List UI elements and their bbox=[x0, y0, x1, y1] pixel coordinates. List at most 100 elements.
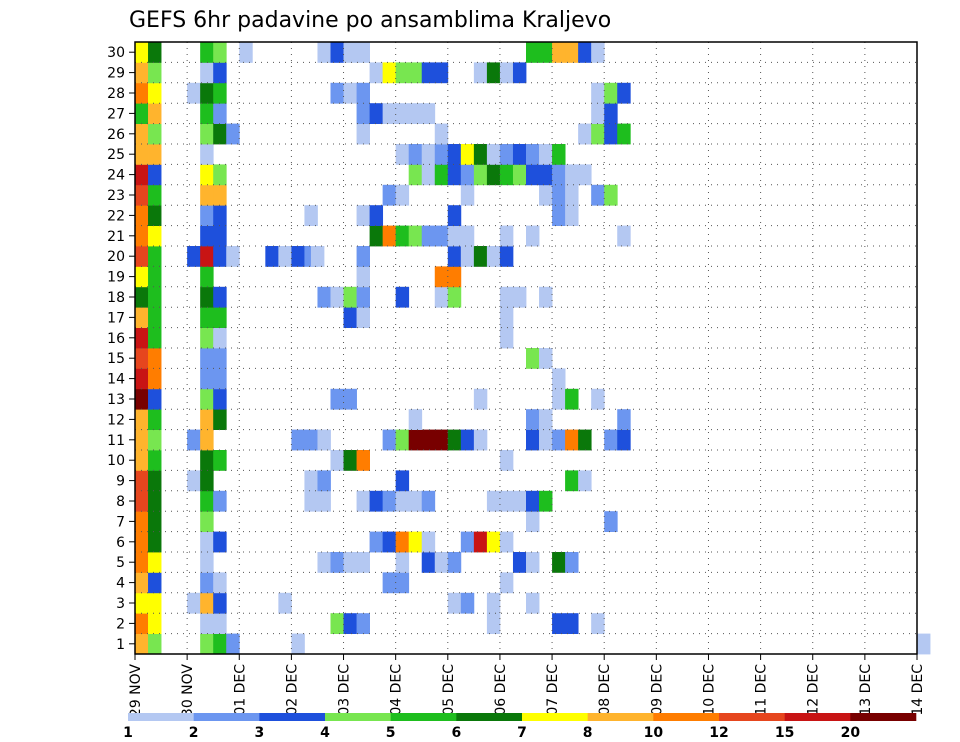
precip-cell bbox=[213, 450, 227, 471]
precip-cell bbox=[356, 490, 370, 512]
precip-cell bbox=[135, 633, 149, 655]
y-tick-label: 15 bbox=[107, 351, 125, 367]
precip-cell bbox=[148, 388, 162, 410]
precip-cell bbox=[135, 592, 149, 614]
precip-cell bbox=[213, 205, 227, 226]
precip-cell bbox=[447, 286, 462, 308]
precip-cell bbox=[526, 144, 540, 165]
precip-cell bbox=[356, 103, 370, 124]
y-tick-label: 29 bbox=[107, 66, 125, 82]
precip-cell bbox=[317, 470, 331, 492]
legend-swatch bbox=[719, 713, 785, 721]
precip-cell bbox=[421, 164, 436, 186]
precip-cell bbox=[213, 531, 227, 553]
precip-cell bbox=[539, 429, 553, 451]
precip-cell bbox=[226, 633, 240, 655]
legend-label: 10 bbox=[644, 725, 664, 741]
precip-cell bbox=[330, 42, 344, 63]
precip-cell bbox=[148, 552, 162, 573]
precip-cell bbox=[135, 225, 149, 247]
precip-cell bbox=[408, 164, 423, 186]
precip-cell bbox=[460, 144, 475, 165]
precip-cell bbox=[135, 246, 149, 267]
precip-cell bbox=[200, 450, 214, 471]
precip-cell bbox=[395, 429, 410, 451]
precip-cell bbox=[356, 246, 370, 267]
precip-cell bbox=[356, 552, 370, 573]
precip-cell bbox=[356, 307, 370, 328]
precip-cell bbox=[499, 286, 514, 308]
precip-cell bbox=[356, 266, 370, 288]
precip-cell bbox=[213, 613, 227, 634]
precip-cell bbox=[473, 388, 488, 410]
y-tick-label: 24 bbox=[107, 168, 125, 184]
precip-cell bbox=[200, 633, 214, 655]
legend-swatch bbox=[784, 713, 851, 721]
precip-cell bbox=[213, 592, 227, 614]
precip-cell bbox=[447, 429, 462, 451]
precip-cell bbox=[200, 409, 214, 430]
y-tick-label: 25 bbox=[107, 147, 125, 163]
precip-cell bbox=[591, 82, 605, 104]
precip-cell bbox=[213, 490, 227, 512]
legend-label: 3 bbox=[254, 725, 264, 741]
precip-cell bbox=[434, 429, 449, 451]
precip-cell bbox=[460, 592, 475, 614]
precip-cell bbox=[330, 450, 344, 471]
precip-cell bbox=[512, 490, 527, 512]
precip-cell bbox=[135, 511, 149, 532]
precip-cell bbox=[512, 286, 527, 308]
precip-cell bbox=[382, 490, 397, 512]
legend-label: 1 bbox=[123, 725, 133, 741]
precip-cell bbox=[565, 429, 579, 451]
precip-cell bbox=[552, 164, 566, 186]
precip-cell bbox=[447, 144, 462, 165]
legend-label: 15 bbox=[775, 725, 794, 741]
precip-cell bbox=[278, 246, 292, 267]
precip-cell bbox=[539, 184, 553, 206]
precip-cell bbox=[460, 184, 475, 206]
precip-cell bbox=[473, 429, 488, 451]
precip-cell bbox=[369, 62, 384, 84]
precip-cell bbox=[408, 62, 423, 84]
precip-cell bbox=[499, 572, 514, 594]
precip-cell bbox=[408, 144, 423, 165]
precip-cell bbox=[135, 388, 149, 410]
precip-cell bbox=[526, 348, 540, 369]
precip-cell bbox=[317, 490, 331, 512]
precip-cell bbox=[148, 205, 162, 226]
precip-cell bbox=[148, 42, 162, 63]
precip-cell bbox=[135, 82, 149, 104]
x-tick-label: 03 DEC bbox=[337, 664, 353, 716]
precip-cell bbox=[539, 490, 553, 512]
precip-cell bbox=[200, 531, 214, 553]
precip-cell bbox=[213, 368, 227, 390]
precip-cell bbox=[382, 62, 397, 84]
precip-cell bbox=[226, 246, 240, 267]
x-tick-label: 04 DEC bbox=[389, 664, 405, 716]
precip-cell bbox=[395, 144, 410, 165]
precip-cell bbox=[187, 429, 201, 451]
precip-cell bbox=[200, 470, 214, 492]
precip-cell bbox=[395, 184, 410, 206]
precip-cell bbox=[617, 409, 631, 430]
precip-cell bbox=[148, 286, 162, 308]
precip-cell bbox=[473, 62, 488, 84]
precip-cell bbox=[565, 205, 579, 226]
precip-cell bbox=[565, 552, 579, 573]
precip-cell bbox=[369, 103, 384, 124]
precip-cell bbox=[408, 531, 423, 553]
precip-cell bbox=[421, 103, 436, 124]
precip-cell bbox=[356, 205, 370, 226]
precip-cell bbox=[200, 368, 214, 390]
precip-cell bbox=[200, 429, 214, 451]
y-tick-label: 2 bbox=[116, 616, 125, 632]
precip-cell bbox=[578, 470, 592, 492]
precip-cell bbox=[486, 490, 501, 512]
precip-cell bbox=[148, 62, 162, 84]
y-axis: 1234567891011121314151617181920212223242… bbox=[107, 45, 135, 653]
precip-cell bbox=[148, 613, 162, 634]
precip-cell bbox=[200, 144, 214, 165]
precip-cell bbox=[200, 82, 214, 104]
